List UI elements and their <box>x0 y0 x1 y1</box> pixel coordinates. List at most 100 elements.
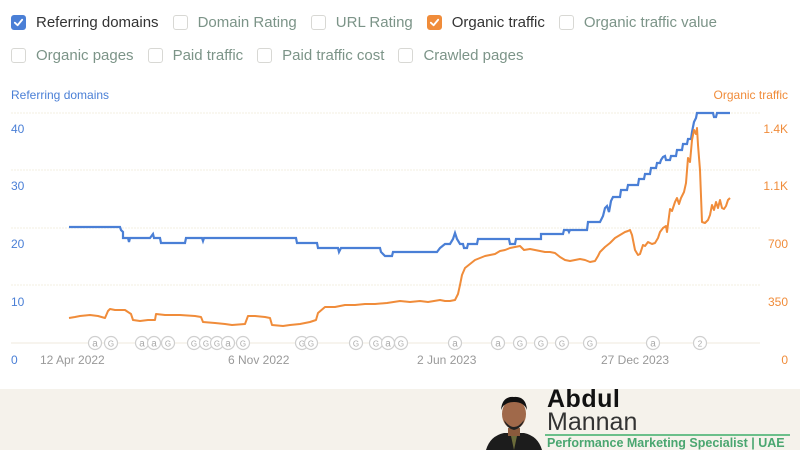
ahrefs-annotation-marker-icon[interactable]: a <box>134 335 150 351</box>
brand-tagline: Performance Marketing Specialist | UAE <box>547 436 785 450</box>
checkbox-label: Crawled pages <box>423 47 524 64</box>
checkbox-unchecked-icon <box>11 48 26 63</box>
checkbox-referring-domains[interactable]: Referring domains <box>11 14 159 31</box>
ahrefs-annotation-marker-icon[interactable]: a <box>380 335 396 351</box>
brand-divider <box>545 434 790 436</box>
google-update-marker-icon[interactable]: G <box>582 335 598 351</box>
checkbox-label: Organic traffic <box>451 14 545 31</box>
svg-text:a: a <box>495 339 501 350</box>
google-update-marker-icon[interactable]: G <box>186 335 202 351</box>
svg-text:a: a <box>225 339 231 350</box>
ahrefs-annotation-marker-icon[interactable]: a <box>87 335 103 351</box>
gridlines <box>11 112 760 286</box>
left-axis-title: Referring domains <box>11 88 110 102</box>
checkbox-label: Organic traffic value <box>583 14 717 31</box>
svg-text:a: a <box>151 339 157 350</box>
checkbox-label: URL Rating <box>335 14 413 31</box>
svg-text:G: G <box>398 340 404 349</box>
brand-first-name: Abdul <box>547 385 621 413</box>
google-update-marker-icon[interactable]: G <box>303 335 319 351</box>
checkbox-url-rating[interactable]: URL Rating <box>310 14 413 31</box>
svg-text:G: G <box>108 340 114 349</box>
checkbox-label: Domain Rating <box>197 14 297 31</box>
svg-text:G: G <box>240 340 246 349</box>
ahrefs-annotation-marker-icon[interactable]: a <box>645 335 661 351</box>
metric-checkboxes: Referring domains Domain Rating URL Rati… <box>0 0 800 80</box>
checkbox-checked-icon <box>426 15 442 30</box>
checkbox-organic-pages[interactable]: Organic pages <box>11 47 134 64</box>
google-update-marker-icon[interactable]: G <box>533 335 549 351</box>
left-axis-tick: 40 <box>11 122 25 136</box>
svg-text:G: G <box>373 340 379 349</box>
checkbox-row-1: Referring domains Domain Rating URL Rati… <box>11 14 731 31</box>
checkbox-crawled-pages[interactable]: Crawled pages <box>398 47 524 64</box>
ahrefs-annotation-marker-icon[interactable]: a <box>447 335 463 351</box>
checkbox-organic-traffic-value[interactable]: Organic traffic value <box>558 14 717 31</box>
ahrefs-annotation-marker-icon[interactable]: a <box>220 335 236 351</box>
checkbox-unchecked-icon <box>558 15 574 30</box>
checkbox-label: Organic pages <box>36 47 134 64</box>
checkbox-row-2: Organic pages Paid traffic Paid traffic … <box>11 47 538 64</box>
x-axis-tick: 27 Dec 2023 <box>601 353 670 367</box>
checkbox-paid-traffic[interactable]: Paid traffic <box>147 47 244 64</box>
svg-text:G: G <box>353 340 359 349</box>
google-update-marker-icon[interactable]: G <box>348 335 364 351</box>
branding-footer <box>0 389 800 450</box>
svg-text:G: G <box>517 340 523 349</box>
checkbox-unchecked-icon <box>147 48 163 63</box>
right-axis-tick: 350 <box>767 295 788 309</box>
svg-text:a: a <box>139 339 145 350</box>
left-axis-tick: 0 <box>11 353 18 367</box>
google-update-marker-icon[interactable]: G <box>368 335 384 351</box>
x-axis-tick: 6 Nov 2022 <box>228 353 290 367</box>
svg-text:a: a <box>650 339 656 350</box>
svg-text:G: G <box>308 340 314 349</box>
ahrefs-annotation-marker-icon[interactable]: a <box>146 335 162 351</box>
avatar <box>486 396 542 450</box>
google-update-marker-icon[interactable]: G <box>512 335 528 351</box>
referring-domains-line <box>69 111 730 258</box>
svg-text:G: G <box>203 340 209 349</box>
checkbox-domain-rating[interactable]: Domain Rating <box>172 14 297 31</box>
checkbox-unchecked-icon <box>310 15 326 30</box>
svg-text:G: G <box>165 340 171 349</box>
google-update-marker-icon[interactable]: G <box>393 335 409 351</box>
grouped-annotation-marker-icon[interactable]: 2 <box>692 335 708 351</box>
google-update-marker-icon[interactable]: G <box>554 335 570 351</box>
svg-text:a: a <box>452 339 458 350</box>
x-axis-tick: 2 Jun 2023 <box>417 353 477 367</box>
right-axis-tick: 0 <box>781 353 788 367</box>
google-update-marker-icon[interactable]: G <box>235 335 251 351</box>
svg-text:G: G <box>299 340 305 349</box>
svg-text:a: a <box>385 339 391 350</box>
checkbox-organic-traffic[interactable]: Organic traffic <box>426 14 545 31</box>
organic-traffic-line <box>68 127 731 327</box>
svg-text:2: 2 <box>698 340 703 349</box>
right-axis-tick: 1.4K <box>763 122 788 136</box>
svg-text:G: G <box>559 340 565 349</box>
checkbox-label: Referring domains <box>36 14 159 31</box>
svg-text:G: G <box>538 340 544 349</box>
right-axis-tick: 700 <box>767 237 788 251</box>
checkbox-unchecked-icon <box>398 48 414 63</box>
checkbox-paid-traffic-cost[interactable]: Paid traffic cost <box>257 47 384 64</box>
google-update-marker-icon[interactable]: G <box>160 335 176 351</box>
svg-text:G: G <box>214 340 220 349</box>
checkbox-label: Paid traffic <box>172 47 244 64</box>
brand-last-name: Mannan <box>547 408 638 436</box>
svg-text:G: G <box>191 340 197 349</box>
google-update-marker-icon[interactable]: G <box>103 335 119 351</box>
right-axis-tick: 1.1K <box>763 179 788 193</box>
left-axis-tick: 10 <box>11 295 25 309</box>
ahrefs-annotation-marker-icon[interactable]: a <box>490 335 506 351</box>
checkbox-checked-icon <box>11 15 26 30</box>
left-axis-tick: 30 <box>11 179 25 193</box>
left-axis-tick: 20 <box>11 237 25 251</box>
svg-text:a: a <box>92 339 98 350</box>
checkbox-unchecked-icon <box>257 48 273 63</box>
checkbox-unchecked-icon <box>172 15 188 30</box>
x-axis-tick: 12 Apr 2022 <box>40 353 105 367</box>
